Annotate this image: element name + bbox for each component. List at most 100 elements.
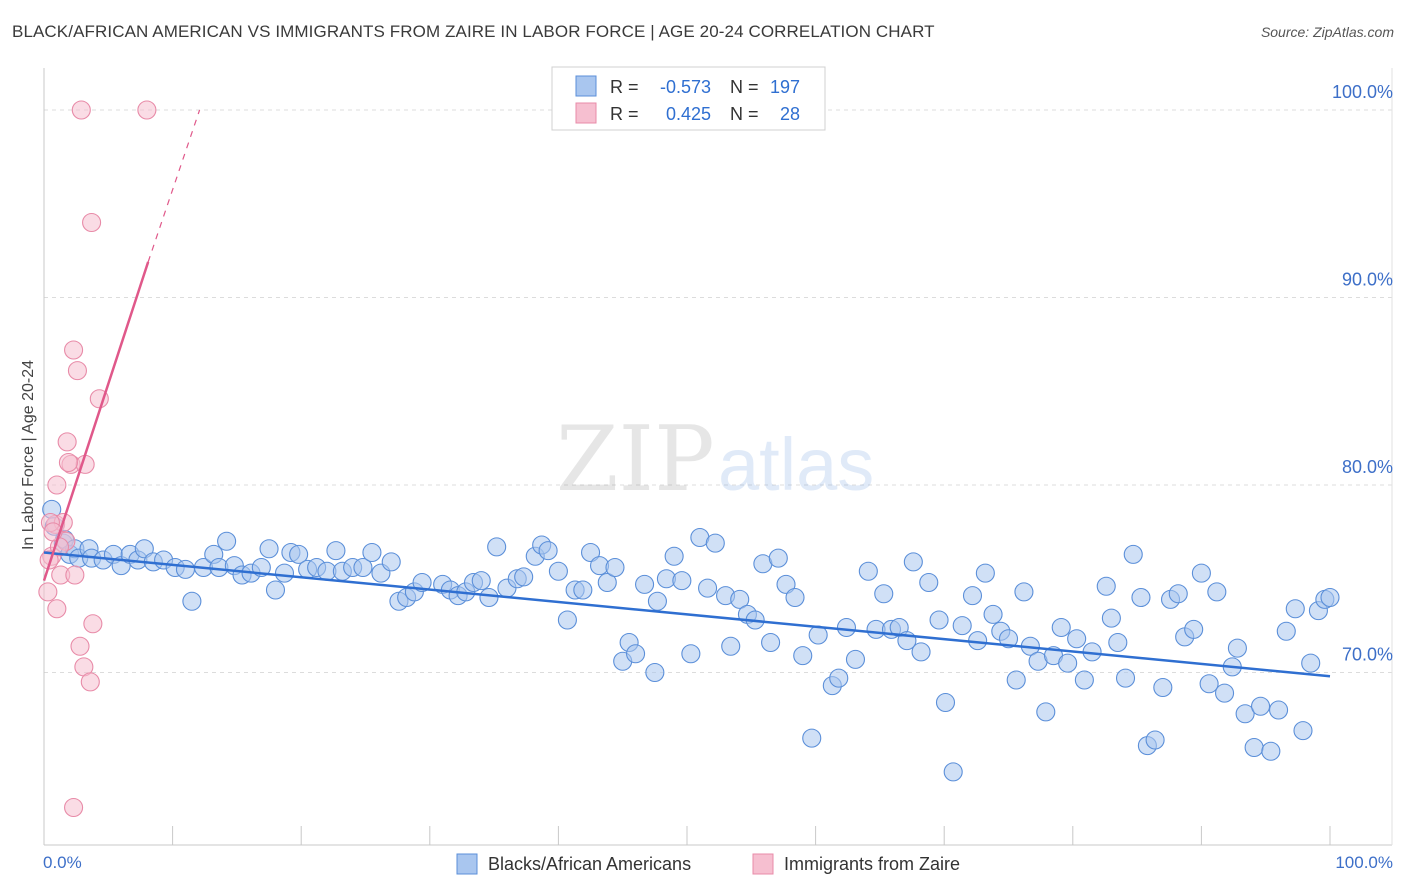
point-blacks[interactable] <box>730 589 750 609</box>
point-blacks[interactable] <box>175 559 196 579</box>
point-blacks[interactable] <box>761 632 781 653</box>
point-blacks[interactable] <box>326 541 346 561</box>
point-blacks[interactable] <box>265 580 286 600</box>
point-blacks[interactable] <box>1051 617 1071 638</box>
legend-item-blacks[interactable]: Blacks/African Americans <box>456 853 691 875</box>
point-blacks[interactable] <box>962 586 983 606</box>
point-blacks[interactable] <box>1067 629 1087 649</box>
point-blacks[interactable] <box>785 587 805 608</box>
point-blacks[interactable] <box>681 644 701 664</box>
point-blacks[interactable] <box>1184 619 1204 639</box>
point-blacks[interactable] <box>182 591 202 611</box>
point-blacks[interactable] <box>259 539 279 559</box>
point-blacks[interactable] <box>274 563 295 583</box>
point-blacks[interactable] <box>903 552 923 572</box>
point-zaire[interactable] <box>38 582 58 602</box>
point-blacks[interactable] <box>793 646 813 666</box>
point-zaire[interactable] <box>64 340 84 360</box>
point-blacks[interactable] <box>768 548 788 568</box>
point-blacks[interactable] <box>573 580 593 600</box>
point-zaire[interactable] <box>83 614 103 634</box>
point-blacks[interactable] <box>1014 582 1034 602</box>
point-blacks[interactable] <box>1276 621 1296 641</box>
point-blacks[interactable] <box>721 636 741 656</box>
point-blacks[interactable] <box>471 571 491 591</box>
point-blacks[interactable] <box>1293 721 1313 741</box>
point-blacks[interactable] <box>353 557 373 578</box>
point-blacks[interactable] <box>1301 653 1321 673</box>
point-blacks[interactable] <box>134 539 154 559</box>
point-blacks[interactable] <box>1108 632 1128 653</box>
point-blacks[interactable] <box>829 668 849 688</box>
point-zaire[interactable] <box>82 212 102 233</box>
point-blacks[interactable] <box>1227 638 1247 658</box>
point-blacks[interactable] <box>1199 674 1219 694</box>
point-blacks[interactable] <box>557 610 577 630</box>
point-blacks[interactable] <box>836 617 857 638</box>
point-blacks[interactable] <box>943 762 963 782</box>
point-blacks[interactable] <box>919 572 939 593</box>
point-zaire[interactable] <box>80 672 100 692</box>
point-zaire[interactable] <box>64 797 84 818</box>
point-zaire[interactable] <box>67 361 87 381</box>
point-blacks[interactable] <box>911 642 931 662</box>
point-blacks[interactable] <box>538 541 558 561</box>
point-blacks[interactable] <box>1251 696 1271 716</box>
point-blacks[interactable] <box>929 610 949 630</box>
point-blacks[interactable] <box>1320 587 1340 608</box>
point-blacks[interactable] <box>580 542 601 563</box>
point-blacks[interactable] <box>952 616 972 636</box>
point-blacks[interactable] <box>1101 608 1121 628</box>
point-blacks[interactable] <box>514 567 534 587</box>
point-blacks[interactable] <box>647 591 667 611</box>
point-blacks[interactable] <box>289 544 309 564</box>
point-blacks[interactable] <box>802 728 822 748</box>
point-blacks[interactable] <box>874 584 894 604</box>
point-blacks[interactable] <box>983 604 1003 624</box>
point-blacks[interactable] <box>1036 702 1056 722</box>
point-blacks[interactable] <box>635 574 655 594</box>
point-blacks[interactable] <box>1168 584 1188 604</box>
point-blacks[interactable] <box>698 578 718 598</box>
point-blacks[interactable] <box>1285 599 1305 619</box>
point-zaire[interactable] <box>57 432 77 452</box>
point-blacks[interactable] <box>412 572 432 593</box>
point-blacks[interactable] <box>1153 677 1173 698</box>
point-blacks[interactable] <box>1115 668 1136 688</box>
point-blacks[interactable] <box>1006 670 1026 690</box>
point-blacks[interactable] <box>626 644 646 664</box>
point-blacks[interactable] <box>705 533 725 553</box>
point-blacks[interactable] <box>998 629 1019 649</box>
point-blacks[interactable] <box>548 561 568 581</box>
point-zaire[interactable] <box>65 565 85 585</box>
point-blacks[interactable] <box>605 557 625 578</box>
point-blacks[interactable] <box>645 662 665 683</box>
point-blacks[interactable] <box>935 692 956 713</box>
point-zaire[interactable] <box>47 475 67 495</box>
point-blacks[interactable] <box>217 531 237 551</box>
point-blacks[interactable] <box>1244 737 1264 758</box>
point-zaire[interactable] <box>47 599 67 619</box>
point-blacks[interactable] <box>1123 544 1143 564</box>
point-blacks[interactable] <box>381 552 401 572</box>
point-zaire[interactable] <box>71 100 91 120</box>
point-blacks[interactable] <box>362 542 382 563</box>
point-zaire[interactable] <box>70 636 90 656</box>
point-blacks[interactable] <box>1074 670 1094 690</box>
point-blacks[interactable] <box>1214 683 1235 703</box>
point-blacks[interactable] <box>672 571 692 591</box>
point-blacks[interactable] <box>858 561 878 581</box>
point-blacks[interactable] <box>1191 563 1211 583</box>
point-blacks[interactable] <box>1096 576 1116 596</box>
point-zaire[interactable] <box>58 452 78 473</box>
point-zaire[interactable] <box>39 550 59 570</box>
point-blacks[interactable] <box>975 563 995 583</box>
point-blacks[interactable] <box>487 537 507 557</box>
point-blacks[interactable] <box>1269 700 1289 720</box>
point-blacks[interactable] <box>664 546 684 566</box>
point-zaire[interactable] <box>137 100 157 120</box>
point-blacks[interactable] <box>1145 730 1165 750</box>
point-blacks[interactable] <box>1261 741 1281 761</box>
point-blacks[interactable] <box>1058 653 1078 673</box>
legend-item-zaire[interactable]: Immigrants from Zaire <box>752 853 960 875</box>
